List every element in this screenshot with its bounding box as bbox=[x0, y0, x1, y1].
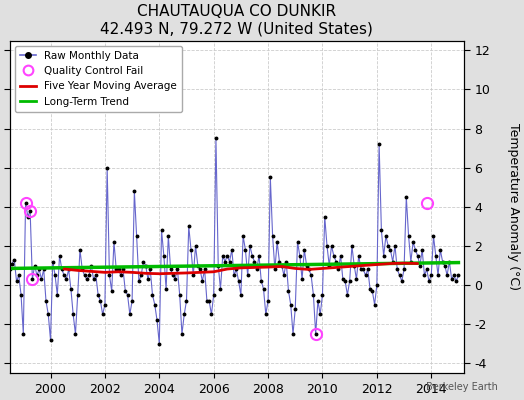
Y-axis label: Temperature Anomaly (°C): Temperature Anomaly (°C) bbox=[507, 123, 520, 290]
Text: Berkeley Earth: Berkeley Earth bbox=[426, 382, 498, 392]
Legend: Raw Monthly Data, Quality Control Fail, Five Year Moving Average, Long-Term Tren: Raw Monthly Data, Quality Control Fail, … bbox=[15, 46, 182, 112]
Title: CHAUTAUQUA CO DUNKIR
42.493 N, 79.272 W (United States): CHAUTAUQUA CO DUNKIR 42.493 N, 79.272 W … bbox=[101, 4, 373, 36]
